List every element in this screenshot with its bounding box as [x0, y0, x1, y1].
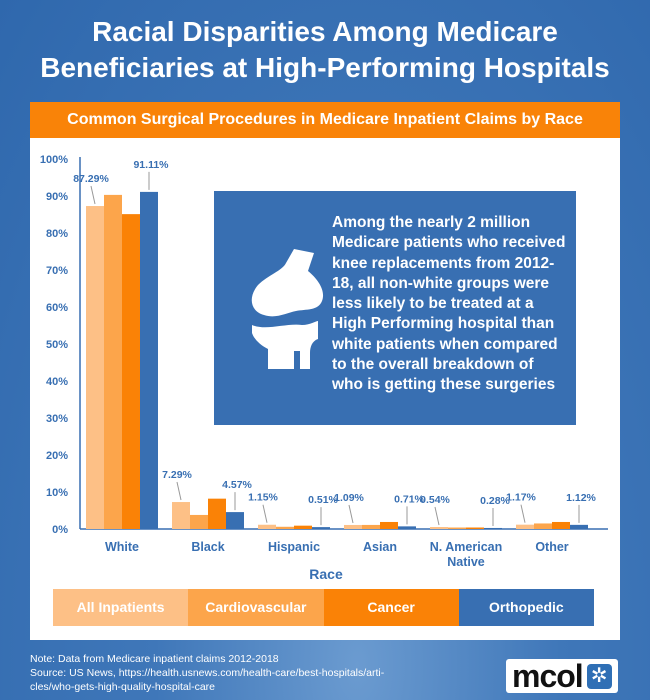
bar-orthopedic	[140, 191, 158, 529]
x-axis-title: Race	[309, 566, 343, 582]
main-title-line1: Racial Disparities Among Medicare	[92, 16, 558, 47]
data-label: 4.57%	[222, 479, 252, 491]
data-label: 0.71%	[394, 493, 424, 505]
y-tick-label: 0%	[52, 524, 68, 536]
bar-cancer	[380, 521, 398, 529]
y-tick-label: 80%	[46, 228, 68, 240]
bar-orthopedic	[226, 512, 244, 529]
legend-item-all-inpatients: All Inpatients	[53, 589, 189, 626]
x-tick-label: Other	[535, 540, 568, 554]
bar-cardiovascular	[362, 524, 380, 529]
legend: All Inpatients Cardiovascular Cancer Ort…	[53, 589, 594, 626]
data-label-leader	[262, 504, 268, 523]
main-title: Racial Disparities Among Medicare Benefi…	[0, 14, 650, 86]
bar-all-inpatients	[172, 502, 190, 529]
data-label: 91.11%	[133, 159, 169, 171]
data-label: 0.28%	[480, 495, 510, 507]
data-label-leader	[90, 185, 96, 205]
data-note: Note: Data from Medicare inpatient claim…	[30, 653, 279, 665]
x-tick-label: Hispanic	[268, 540, 320, 554]
bar-cancer	[122, 214, 140, 529]
bar-cardiovascular	[534, 523, 552, 529]
legend-item-cancer: Cancer	[323, 589, 459, 626]
data-label: 1.09%	[334, 492, 364, 504]
bar-chart: 0% 10% 20% 30% 40% 50% 60% 70% 80% 90% 100% 87.29% 9…	[40, 154, 608, 582]
legend-item-orthopedic: Orthopedic	[458, 589, 594, 626]
bar-orthopedic	[570, 524, 588, 529]
y-tick-label: 50%	[46, 339, 68, 351]
main-title-line2: Beneficiaries at High-Performing Hospita…	[40, 52, 610, 83]
data-label: 1.15%	[248, 492, 278, 504]
asterisk-flower-icon: ✲	[586, 663, 612, 689]
source-line-1: Source: US News, https://health.usnews.c…	[30, 667, 385, 679]
bar-all-inpatients	[258, 524, 276, 529]
data-label: 1.12%	[566, 492, 596, 504]
callout-text: Among the nearly 2 million Medicare pati…	[332, 214, 566, 394]
bar-cardiovascular	[104, 194, 122, 529]
bar-cardiovascular	[190, 514, 208, 529]
chart-subtitle: Common Surgical Procedures in Medicare I…	[30, 102, 620, 138]
y-tick-label: 60%	[46, 302, 68, 314]
bar-orthopedic	[484, 527, 502, 529]
footer-note: Note: Data from Medicare inpatient claim…	[30, 652, 384, 694]
data-label: 0.51%	[308, 494, 338, 506]
data-label-leader	[348, 504, 354, 524]
data-label: 0.54%	[420, 494, 450, 506]
y-tick-label: 90%	[46, 191, 68, 203]
data-label: 87.29%	[73, 173, 109, 185]
x-tick-label: Native	[447, 555, 485, 569]
bar-cancer	[294, 525, 312, 529]
bar-orthopedic	[312, 527, 330, 529]
bar-cancer	[466, 527, 484, 529]
data-label: 7.29%	[162, 469, 192, 481]
logo-text: mcol	[512, 658, 584, 694]
data-label-leader	[176, 481, 182, 501]
y-tick-label: 40%	[46, 376, 68, 388]
x-tick-label: Asian	[363, 540, 397, 554]
bar-cardiovascular	[276, 526, 294, 529]
data-label-leader	[520, 504, 526, 523]
x-tick-label: Black	[191, 540, 224, 554]
y-tick-label: 20%	[46, 450, 68, 462]
bar-all-inpatients	[430, 527, 448, 529]
bar-cancer	[552, 521, 570, 529]
callout-box: Among the nearly 2 million Medicare pati…	[214, 191, 576, 425]
bar-cancer	[208, 498, 226, 529]
source-line-2: cles/who-gets-high-quality-hospital-care	[30, 681, 216, 693]
knee-joint-icon	[251, 249, 324, 369]
bar-cardiovascular	[448, 527, 466, 529]
x-tick-label: N. American	[430, 540, 502, 554]
bar-orthopedic	[398, 526, 416, 529]
y-tick-label: 10%	[46, 487, 68, 499]
bar-all-inpatients	[344, 524, 362, 529]
x-tick-label: White	[105, 540, 139, 554]
data-label-leader	[434, 506, 440, 526]
bar-all-inpatients	[516, 524, 534, 529]
y-tick-label: 70%	[46, 265, 68, 277]
data-label: 1.17%	[506, 492, 536, 504]
bar-all-inpatients	[86, 206, 104, 529]
legend-item-cardiovascular: Cardiovascular	[188, 589, 324, 626]
mcol-logo: mcol ✲	[506, 659, 618, 693]
y-tick-label: 100%	[40, 154, 68, 166]
y-tick-label: 30%	[46, 413, 68, 425]
